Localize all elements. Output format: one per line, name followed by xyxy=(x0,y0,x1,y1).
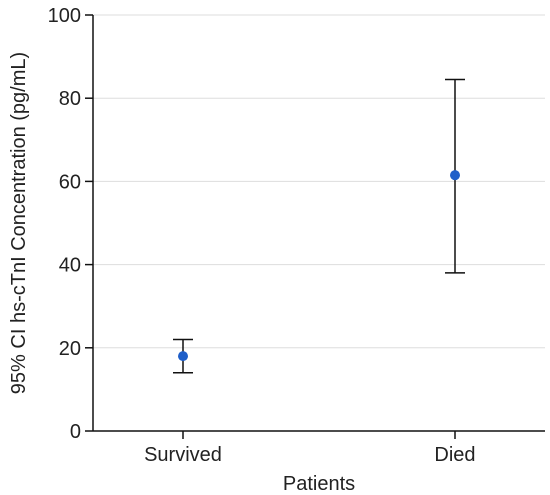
y-axis-title: 95% CI hs-cTnI Concentration (pg/mL) xyxy=(8,52,30,394)
gridlines xyxy=(93,14,545,349)
x-axis-title: Patients xyxy=(283,473,355,495)
y-tick-label: 60 xyxy=(59,171,81,193)
data-point xyxy=(178,351,188,362)
y-ticks: 0 20 40 60 80 100 xyxy=(48,5,93,443)
y-tick-label: 80 xyxy=(59,88,81,110)
x-ticks: Survived Died xyxy=(144,431,476,466)
points xyxy=(178,170,460,362)
y-tick-label: 20 xyxy=(59,338,81,360)
y-tick-label: 0 xyxy=(70,421,81,443)
x-tick-label: Died xyxy=(434,444,475,466)
errorbars xyxy=(173,78,465,374)
x-tick-label: Survived xyxy=(144,444,222,466)
y-tick-label: 100 xyxy=(48,5,81,27)
axes xyxy=(92,15,545,432)
data-point xyxy=(450,170,460,181)
y-tick-label: 40 xyxy=(59,255,81,277)
